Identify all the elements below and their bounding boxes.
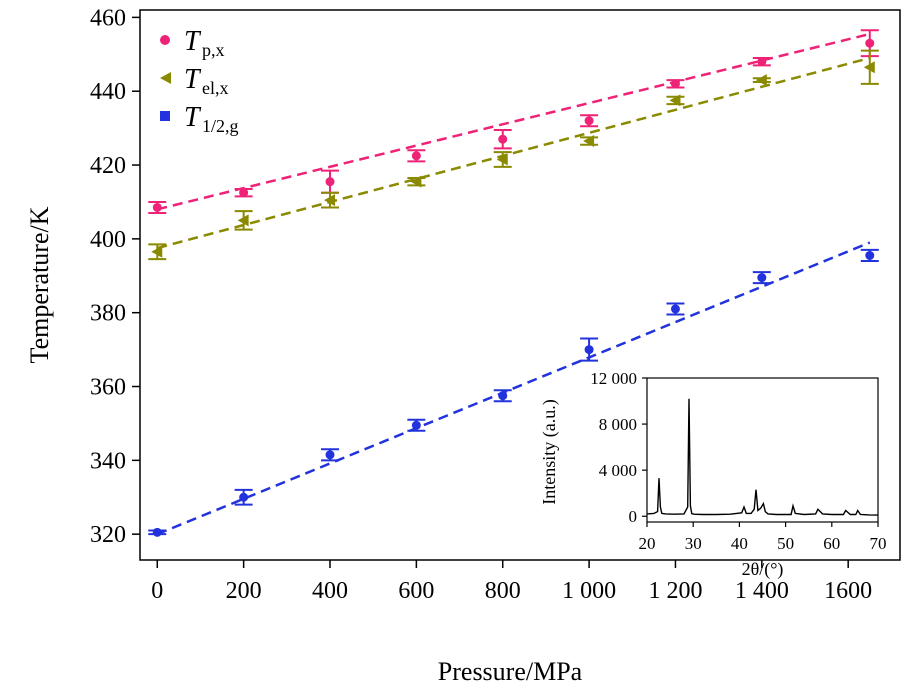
x-tick-label: 200 [226, 578, 262, 604]
y-tick-label: 320 [90, 522, 126, 548]
legend-label-subscript: p,x [202, 40, 225, 60]
data-point [584, 345, 594, 355]
inset-x-tick-label: 50 [777, 534, 794, 553]
data-point [755, 74, 767, 87]
x-tick-label: 400 [312, 578, 348, 604]
data-point [670, 304, 680, 314]
legend-marker [160, 72, 171, 84]
data-point [411, 151, 421, 161]
data-point [151, 245, 163, 258]
xrd-pattern-line [646, 398, 879, 516]
x-tick-label: 1 000 [562, 578, 616, 604]
x-tick-label: 1600 [824, 578, 872, 604]
data-point [865, 250, 875, 260]
inset-x-axis-label: 2θ/(°) [742, 559, 784, 580]
data-point [152, 202, 162, 212]
data-point [496, 153, 508, 166]
y-tick-label: 440 [90, 79, 126, 105]
inset-x-tick-label: 30 [685, 534, 702, 553]
inset-x-tick-label: 70 [870, 534, 887, 553]
data-point [757, 57, 767, 67]
x-tick-label: 1 200 [648, 578, 702, 604]
data-point [757, 273, 767, 283]
x-tick-label: 800 [485, 578, 521, 604]
inset-x-tick-label: 60 [823, 534, 840, 553]
inset-y-axis-label: Intensity (a.u.) [539, 399, 560, 504]
x-axis-label: Pressure/MPa [438, 657, 583, 686]
data-point [865, 38, 875, 48]
y-axis-label: Temperature/K [25, 206, 54, 363]
inset-x-tick-label: 40 [731, 534, 748, 553]
data-point [498, 391, 508, 401]
data-point [583, 135, 595, 148]
data-point [863, 61, 875, 74]
y-tick-label: 360 [90, 375, 126, 401]
legend-label: T [184, 102, 202, 133]
data-point [239, 188, 249, 198]
y-tick-label: 340 [90, 448, 126, 474]
x-tick-label: 600 [398, 578, 434, 604]
data-point [669, 94, 681, 107]
data-point [411, 420, 421, 430]
legend-marker [160, 111, 170, 121]
data-point [410, 175, 422, 188]
legend-marker [160, 35, 170, 45]
legend-label: T [184, 26, 202, 57]
legend-label: T [184, 64, 202, 95]
inset-y-tick-label: 0 [629, 507, 638, 526]
fit-line [156, 32, 871, 211]
inset-y-tick-label: 4 000 [599, 461, 637, 480]
fit-line [156, 241, 871, 536]
inset-frame [646, 377, 879, 523]
plot-frame [139, 9, 901, 561]
y-tick-label: 460 [90, 5, 126, 31]
data-point [152, 527, 162, 537]
y-tick-label: 400 [90, 227, 126, 253]
data-point [239, 492, 249, 502]
inset-background [645, 376, 880, 524]
fit-line [156, 56, 871, 250]
inset-y-tick-label: 8 000 [599, 415, 637, 434]
inset-y-tick-label: 12 000 [590, 369, 637, 388]
data-point [584, 116, 594, 126]
data-point [498, 134, 508, 144]
data-point [237, 214, 249, 227]
inset-x-tick-label: 20 [639, 534, 656, 553]
data-point [325, 177, 335, 187]
legend-label-subscript: el,x [202, 78, 229, 98]
x-tick-label: 0 [151, 578, 163, 604]
x-tick-label: 1 400 [735, 578, 789, 604]
legend-label-subscript: 1/2,g [202, 116, 239, 136]
data-point [325, 450, 335, 460]
data-point [324, 194, 335, 207]
data-point [670, 79, 680, 89]
y-tick-label: 420 [90, 153, 126, 179]
y-tick-label: 380 [90, 301, 126, 327]
